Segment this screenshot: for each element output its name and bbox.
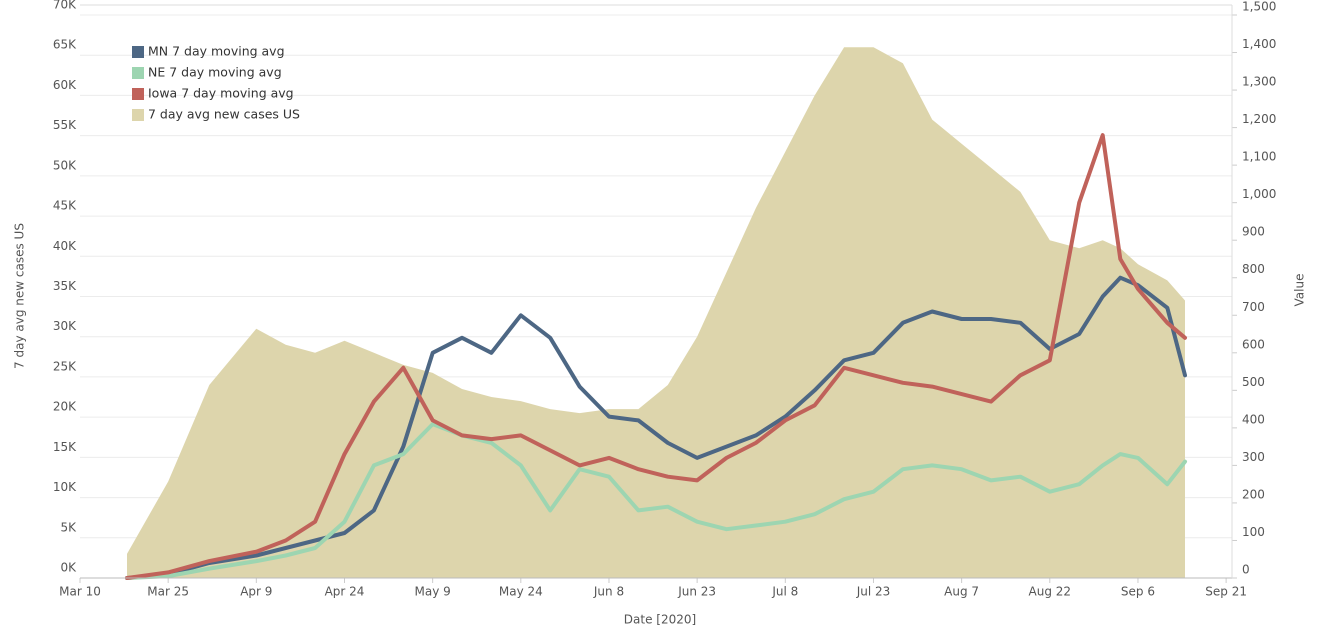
- legend: MN 7 day moving avg NE 7 day moving avg Io…: [132, 44, 300, 122]
- y2-tick-label: 1,000: [1242, 187, 1276, 201]
- legend-swatch: [132, 46, 144, 58]
- y-tick-label: 0K: [60, 561, 77, 575]
- line: [125, 133, 1187, 580]
- y2-tick-label: 500: [1242, 375, 1265, 389]
- y2-tick-label: 800: [1242, 262, 1265, 276]
- x-tick-label: May 9: [415, 585, 451, 599]
- y2-tick-label: 700: [1242, 300, 1265, 314]
- x-tick-label: Jul 8: [771, 585, 798, 599]
- legend-swatch: [132, 109, 144, 121]
- x-tick-label: Jul 23: [856, 585, 891, 599]
- y-tick-label: 30K: [53, 319, 77, 333]
- x-tick-label: Jun 8: [593, 585, 624, 599]
- x-tick-label: Sep 21: [1205, 585, 1247, 599]
- y-tick-label: 40K: [53, 239, 77, 253]
- y-tick-label: 55K: [53, 118, 77, 132]
- legend-swatch: [132, 67, 144, 79]
- y-tick-label: 25K: [53, 359, 77, 373]
- legend-swatch: [132, 88, 144, 100]
- y-tick-label: 65K: [53, 38, 77, 52]
- x-tick-label: Sep 6: [1121, 585, 1155, 599]
- y2-tick-label: 300: [1242, 450, 1265, 464]
- x-axis-title: Date [2020]: [624, 613, 696, 627]
- y2-tick-label: 200: [1242, 487, 1265, 501]
- y-tick-label: 35K: [53, 279, 77, 293]
- y-tick-label: 50K: [53, 158, 77, 172]
- y2-tick-label: 1,300: [1242, 75, 1276, 89]
- area: [127, 47, 1185, 578]
- y2-tick-label: 1,200: [1242, 112, 1276, 126]
- y2-axis-title: Value: [1293, 274, 1307, 307]
- y-axis-title: 7 day avg new cases US: [13, 223, 27, 369]
- y2-tick-label: 0: [1242, 563, 1250, 577]
- x-tick-label: Apr 24: [325, 585, 365, 599]
- y2-tick-label: 400: [1242, 412, 1265, 426]
- line: [125, 275, 1187, 580]
- y-tick-label: 70K: [53, 0, 77, 12]
- y-tick-label: 20K: [53, 400, 77, 414]
- y2-tick-label: 100: [1242, 525, 1265, 539]
- x-tick-label: Apr 9: [240, 585, 272, 599]
- y2-tick-label: 1,400: [1242, 37, 1276, 51]
- y2-tick-label: 1,500: [1242, 0, 1276, 14]
- x-tick-label: Aug 7: [944, 585, 979, 599]
- x-tick-label: Mar 10: [59, 585, 101, 599]
- y-tick-label: 5K: [60, 520, 77, 534]
- legend-label: Iowa 7 day moving avg: [148, 86, 294, 101]
- legend-label: 7 day avg new cases US: [148, 107, 300, 122]
- y-tick-label: 45K: [53, 199, 77, 213]
- y2-tick-label: 1,100: [1242, 150, 1276, 164]
- x-tick-label: May 24: [499, 585, 543, 599]
- line: [125, 422, 1187, 580]
- legend-label: MN 7 day moving avg: [148, 44, 285, 59]
- y-tick-label: 15K: [53, 440, 77, 454]
- y2-tick-label: 900: [1242, 225, 1265, 239]
- y-tick-label: 10K: [53, 480, 77, 494]
- y-tick-label: 60K: [53, 78, 77, 92]
- x-tick-label: Mar 25: [147, 585, 189, 599]
- x-tick-label: Aug 22: [1029, 585, 1072, 599]
- y2-tick-label: 600: [1242, 337, 1265, 351]
- legend-label: NE 7 day moving avg: [148, 65, 282, 80]
- x-tick-label: Jun 23: [677, 585, 716, 599]
